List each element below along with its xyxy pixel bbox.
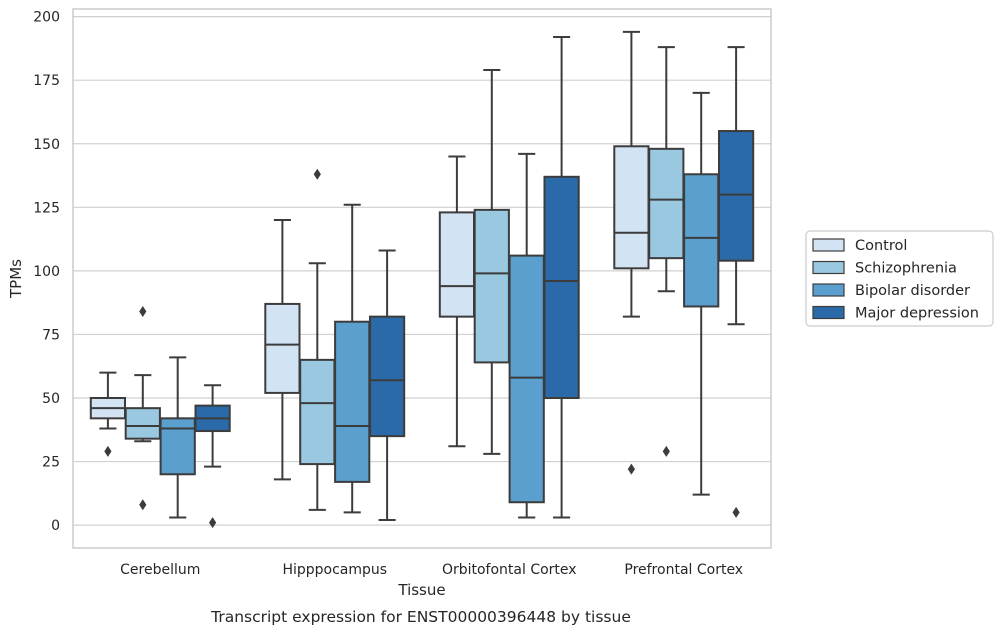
box-body — [473, 208, 510, 364]
y-tick-label: 200 — [33, 10, 60, 26]
box-body — [299, 358, 336, 466]
outlier-point — [662, 445, 670, 457]
legend-swatch — [812, 238, 845, 252]
plot-frame — [72, 8, 772, 549]
y-tick-label: 125 — [33, 200, 60, 216]
legend-swatch — [812, 305, 845, 320]
y-tick-label: 25 — [42, 455, 60, 471]
chart-caption: Transcript expression for ENST0000039644… — [210, 608, 631, 626]
legend-swatch — [812, 260, 845, 275]
y-tick-label: 75 — [42, 327, 60, 343]
box-bipolar-disorder — [508, 152, 545, 519]
legend-frame — [805, 230, 994, 327]
box-plot-series — [89, 30, 755, 529]
box-body — [124, 407, 161, 440]
box-body — [683, 173, 720, 308]
outlier-point — [313, 168, 321, 180]
x-axis-ticks: Cerebellum Hipppocampus Orbitofontal Corte… — [120, 562, 743, 578]
box-schizophrenia — [473, 69, 510, 455]
box-schizophrenia — [299, 168, 336, 511]
x-tick-label: Cerebellum — [120, 562, 200, 578]
legend-label: Major depression — [855, 306, 979, 322]
box-control — [89, 371, 127, 457]
box-bipolar-disorder — [334, 203, 371, 514]
box-control — [613, 30, 650, 475]
box-body — [159, 417, 196, 476]
box-major-depression — [543, 35, 580, 519]
box-control — [264, 219, 301, 481]
box-body — [264, 302, 301, 394]
x-tick-label: Hipppocampus — [282, 562, 387, 578]
x-tick-label: Orbitofontal Cortex — [442, 562, 577, 578]
legend-label: Schizophrenia — [855, 261, 957, 277]
legend-label: Control — [855, 238, 907, 254]
legend: Control Schizophrenia Bipolar disorder Majo… — [805, 230, 994, 327]
box-major-depression — [368, 249, 406, 522]
x-tick-label: Prefrontal Cortex — [624, 562, 743, 578]
box-body — [508, 254, 545, 504]
outlier-point — [104, 445, 112, 457]
box-body — [334, 320, 371, 483]
box-body — [368, 315, 406, 438]
box-bipolar-disorder — [159, 356, 196, 519]
outlier-point — [139, 306, 147, 318]
outlier-point — [139, 499, 147, 511]
y-tick-label: 50 — [42, 391, 60, 407]
legend-label: Bipolar disorder — [855, 283, 970, 299]
outlier-point — [627, 463, 635, 475]
x-axis-title: Tissue — [397, 581, 445, 599]
box-schizophrenia — [648, 46, 685, 457]
box-schizophrenia — [124, 306, 161, 511]
box-body — [613, 145, 650, 270]
y-axis-title: TPMs — [7, 259, 25, 299]
box-control — [438, 155, 476, 448]
box-major-depression — [717, 46, 755, 518]
box-body — [648, 147, 685, 260]
y-axis-ticks: 0 25 50 75 100 125 150 175 200 — [33, 10, 60, 534]
legend-swatch — [812, 283, 845, 297]
box-body — [543, 175, 580, 399]
y-tick-label: 150 — [33, 137, 60, 153]
outlier-point — [209, 517, 217, 529]
box-body — [438, 211, 476, 318]
y-tick-label: 175 — [33, 73, 60, 89]
y-tick-label: 0 — [51, 518, 60, 534]
y-tick-label: 100 — [33, 264, 60, 280]
box-body — [717, 130, 755, 262]
box-major-depression — [194, 384, 231, 529]
box-bipolar-disorder — [683, 91, 720, 496]
outlier-point — [732, 506, 740, 518]
